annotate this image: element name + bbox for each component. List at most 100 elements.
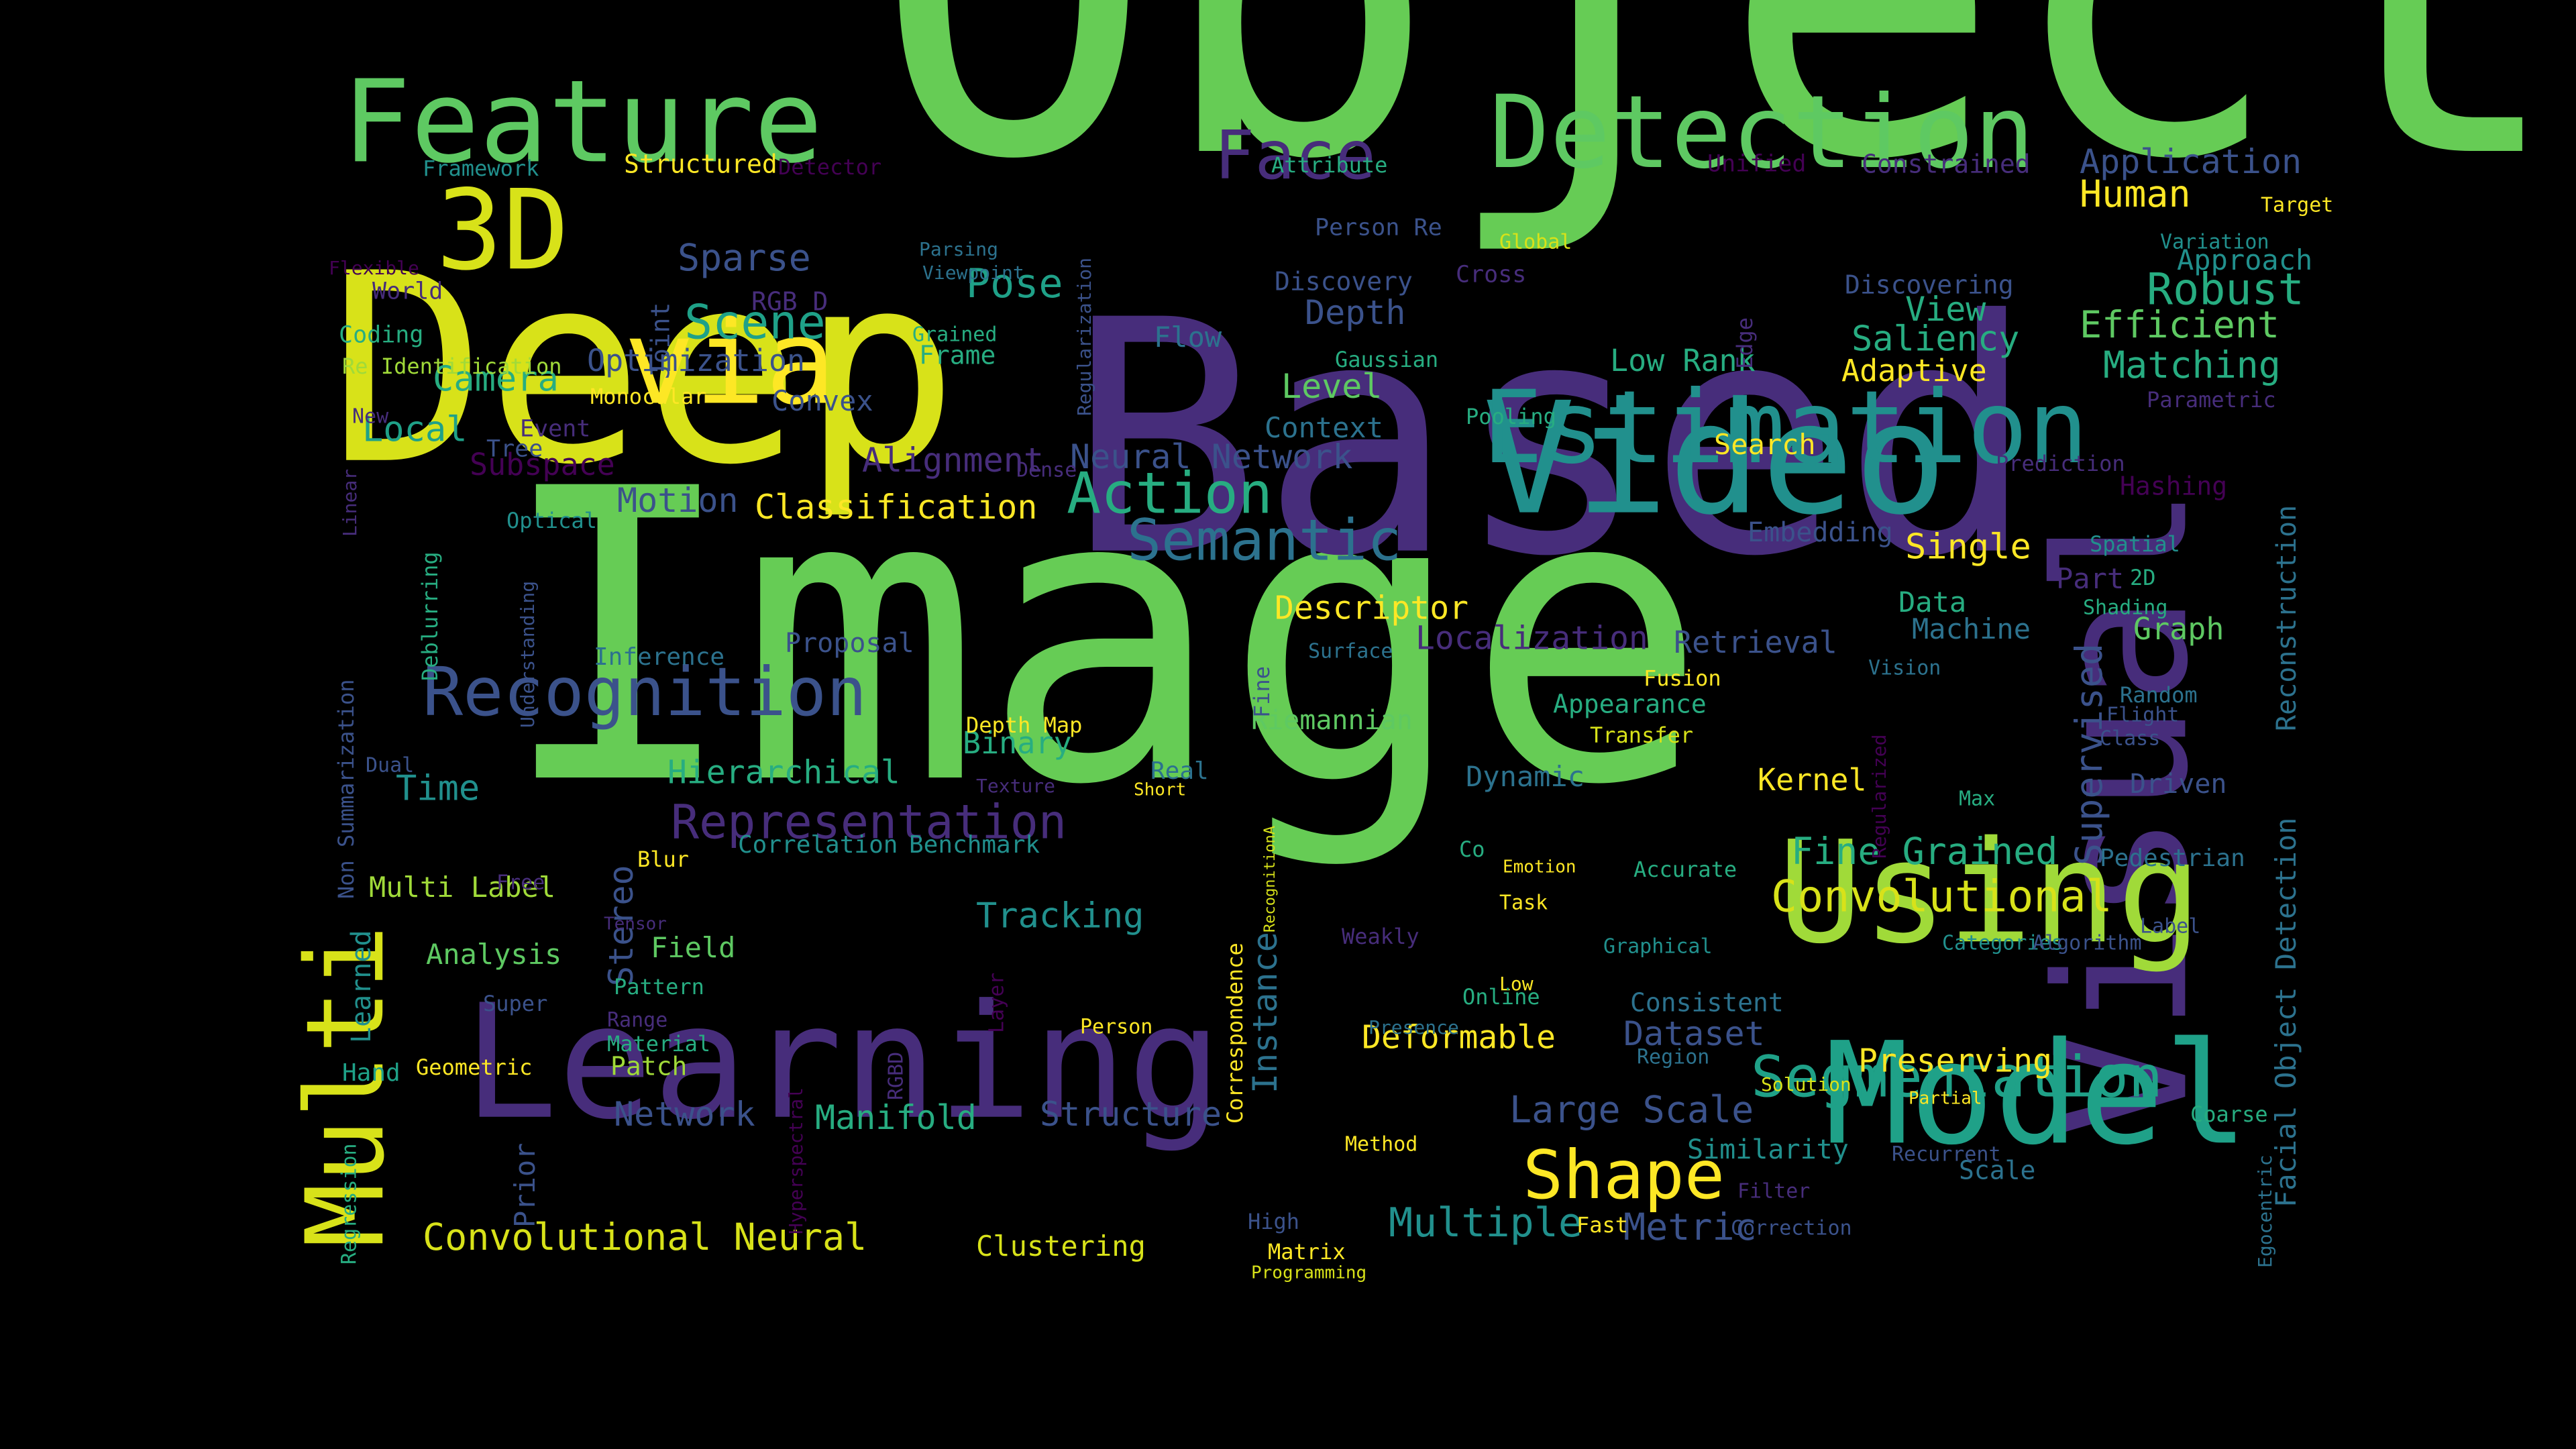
word-action: Action <box>1067 460 1273 527</box>
word-unified: Unified <box>1707 150 1807 178</box>
word-human: Human <box>2080 172 2191 216</box>
word-method: Method <box>1345 1132 1418 1157</box>
word-segmentation: Segmentation <box>1751 1044 2163 1111</box>
word-dense: Dense <box>1016 458 1077 482</box>
word-flow: Flow <box>1154 321 1222 354</box>
word-detector: Detector <box>778 154 882 180</box>
word-estimation: Estimation <box>1483 370 2089 486</box>
word-event: Event <box>520 415 591 443</box>
word-recognition: Recognition <box>423 653 867 731</box>
word-accurate: Accurate <box>1633 857 1737 883</box>
word-matching: Matching <box>2103 343 2281 387</box>
word-large-scale: Large Scale <box>1509 1088 1754 1132</box>
word-fine-grained: Fine Grained <box>1791 830 2058 873</box>
word-graphical: Graphical <box>1603 934 1713 959</box>
word-view: View <box>1905 290 1986 329</box>
word-network: Network <box>614 1095 755 1134</box>
word-rgb-d: RGB D <box>751 286 828 317</box>
word-correspondence: Correspondence <box>1222 943 1248 1124</box>
word-viewpoint: Viewpoint <box>922 262 1024 284</box>
word-time: Time <box>396 768 480 809</box>
word-programming: Programming <box>1251 1263 1367 1283</box>
word-model: Model <box>1825 1012 2249 1177</box>
word-context: Context <box>1265 411 1384 445</box>
word-image: Image <box>496 404 1709 873</box>
word-parsing: Parsing <box>919 238 999 261</box>
word-kernel: Kernel <box>1758 761 1867 798</box>
word-part: Part <box>2056 562 2125 596</box>
word-range: Range <box>607 1008 668 1032</box>
word-data: Data <box>1898 586 1967 619</box>
word-manifold: Manifold <box>815 1098 977 1137</box>
word-global: Global <box>1499 230 1572 254</box>
word-consistent: Consistent <box>1630 987 1784 1018</box>
word-video: Video <box>1483 370 1947 549</box>
word-coarse: Coarse <box>2190 1102 2268 1128</box>
word-egocentric: Egocentric <box>2254 1155 2277 1268</box>
word-rgbd: RGBD <box>884 1051 908 1100</box>
word-adaptive: Adaptive <box>1841 352 1987 388</box>
word-feature: Feature <box>342 56 823 189</box>
word-algorithm: Algorithm <box>2033 931 2142 955</box>
word-scene: Scene <box>684 294 826 350</box>
word-via: via <box>624 294 837 431</box>
word-short: Short <box>1134 780 1187 800</box>
word-representation: Representation <box>671 794 1067 850</box>
word-emotion: Emotion <box>1503 857 1576 877</box>
word-dynamic: Dynamic <box>1466 760 1585 794</box>
word-discovering: Discovering <box>1845 270 2014 300</box>
word-blur: Blur <box>637 847 690 873</box>
word-detection: Detection <box>1489 74 2035 191</box>
word-face: Face <box>1214 116 1376 195</box>
word-world: World <box>372 278 443 305</box>
word-layer: Layer <box>985 972 1009 1033</box>
word-framework: Framework <box>423 156 539 182</box>
word-recognitiona: RecognitionA <box>1261 826 1279 932</box>
word-flexible: Flexible <box>329 257 419 280</box>
word-field: Field <box>651 931 736 965</box>
word-understanding: Understanding <box>517 580 539 728</box>
word-online: Online <box>1462 984 1540 1010</box>
word-similarity: Similarity <box>1687 1134 1849 1165</box>
word-material: Material <box>607 1031 711 1057</box>
word-alignment: Alignment <box>862 441 1044 480</box>
word-person: Person <box>1080 1015 1153 1039</box>
word-convolutional: Convolutional <box>1771 871 2112 922</box>
word-linear: Linear <box>339 468 362 537</box>
word-riemannian: Riemannian <box>1251 704 1413 736</box>
word-shape: Shape <box>1523 1136 1725 1214</box>
word-appearance: Appearance <box>1553 689 1707 719</box>
word-random: Random <box>2120 682 2198 708</box>
word-fusion: Fusion <box>1644 665 1721 692</box>
word-tracking: Tracking <box>976 896 1144 936</box>
word-2d: 2D <box>2130 565 2156 591</box>
word-geometric: Geometric <box>416 1055 533 1081</box>
word-label: Label <box>2140 914 2201 938</box>
word-variation: Variation <box>2160 230 2269 254</box>
word-grained: Grained <box>912 323 998 347</box>
word-facial-object-detection: Facial Object Detection <box>2269 817 2303 1208</box>
word-constrained: Constrained <box>1862 149 2031 179</box>
word-object: Object <box>872 0 2569 224</box>
word-filter: Filter <box>1737 1179 1811 1203</box>
word-hashing: Hashing <box>2120 471 2228 501</box>
word-camera: Camera <box>433 359 559 400</box>
word-cross: Cross <box>1456 261 1527 288</box>
word-localization: Localization <box>1415 619 1648 657</box>
word-based: Based <box>1067 252 2036 627</box>
word-frame: Frame <box>919 340 996 370</box>
word-neural-network: Neural Network <box>1070 437 1353 476</box>
word-attribute: Attribute <box>1271 152 1388 178</box>
word-sparse: Sparse <box>678 236 811 280</box>
word-deblurring: Deblurring <box>417 551 443 681</box>
word-correction: Correction <box>1731 1216 1852 1240</box>
word-super: Super <box>483 991 548 1017</box>
word-scale: Scale <box>1959 1155 2036 1185</box>
word-deep: Deep <box>329 217 959 522</box>
word-dataset: Dataset <box>1623 1014 1765 1053</box>
word-retrieval: Retrieval <box>1674 624 1837 660</box>
word-parametric: Parametric <box>2147 387 2276 413</box>
word-joint: Joint <box>645 302 676 379</box>
word-local: Local <box>362 409 468 450</box>
word-partial: Partial <box>1909 1088 1982 1109</box>
